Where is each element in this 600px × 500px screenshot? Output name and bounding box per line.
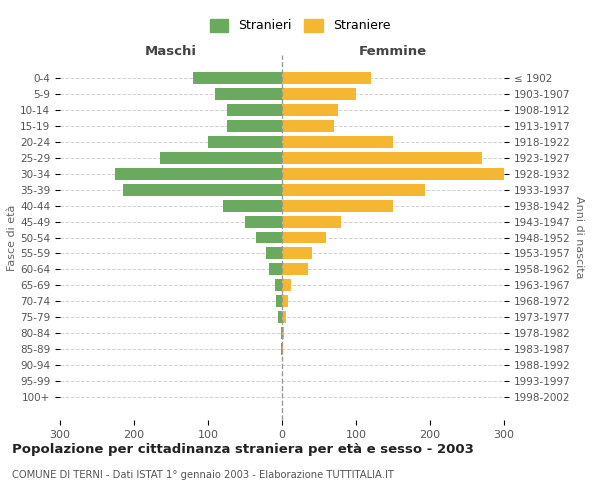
Bar: [282, 216, 341, 228]
Bar: [227, 120, 282, 132]
Bar: [278, 312, 282, 324]
Text: COMUNE DI TERNI - Dati ISTAT 1° gennaio 2003 - Elaborazione TUTTITALIA.IT: COMUNE DI TERNI - Dati ISTAT 1° gennaio …: [12, 470, 394, 480]
Bar: [282, 296, 288, 308]
Bar: [282, 232, 326, 243]
Bar: [282, 120, 334, 132]
Bar: [281, 328, 282, 340]
Bar: [282, 280, 291, 291]
Bar: [282, 72, 371, 84]
Bar: [282, 168, 504, 179]
Y-axis label: Anni di nascita: Anni di nascita: [574, 196, 584, 279]
Y-axis label: Fasce di età: Fasce di età: [7, 204, 17, 270]
Bar: [275, 280, 282, 291]
Bar: [276, 296, 282, 308]
Bar: [282, 136, 393, 147]
Bar: [256, 232, 282, 243]
Bar: [115, 168, 282, 179]
Legend: Stranieri, Straniere: Stranieri, Straniere: [205, 14, 395, 38]
Bar: [281, 344, 282, 355]
Bar: [208, 136, 282, 147]
Bar: [282, 328, 284, 340]
Text: Femmine: Femmine: [359, 46, 427, 59]
Bar: [215, 88, 282, 100]
Bar: [282, 184, 425, 196]
Bar: [282, 248, 311, 260]
Bar: [223, 200, 282, 211]
Bar: [266, 248, 282, 260]
Bar: [123, 184, 282, 196]
Bar: [282, 344, 283, 355]
Bar: [282, 152, 482, 164]
Bar: [245, 216, 282, 228]
Bar: [282, 104, 337, 116]
Text: Maschi: Maschi: [145, 46, 197, 59]
Bar: [282, 88, 356, 100]
Bar: [227, 104, 282, 116]
Bar: [160, 152, 282, 164]
Bar: [269, 264, 282, 276]
Text: Popolazione per cittadinanza straniera per età e sesso - 2003: Popolazione per cittadinanza straniera p…: [12, 442, 474, 456]
Bar: [282, 312, 286, 324]
Bar: [282, 200, 393, 211]
Bar: [193, 72, 282, 84]
Bar: [282, 264, 308, 276]
